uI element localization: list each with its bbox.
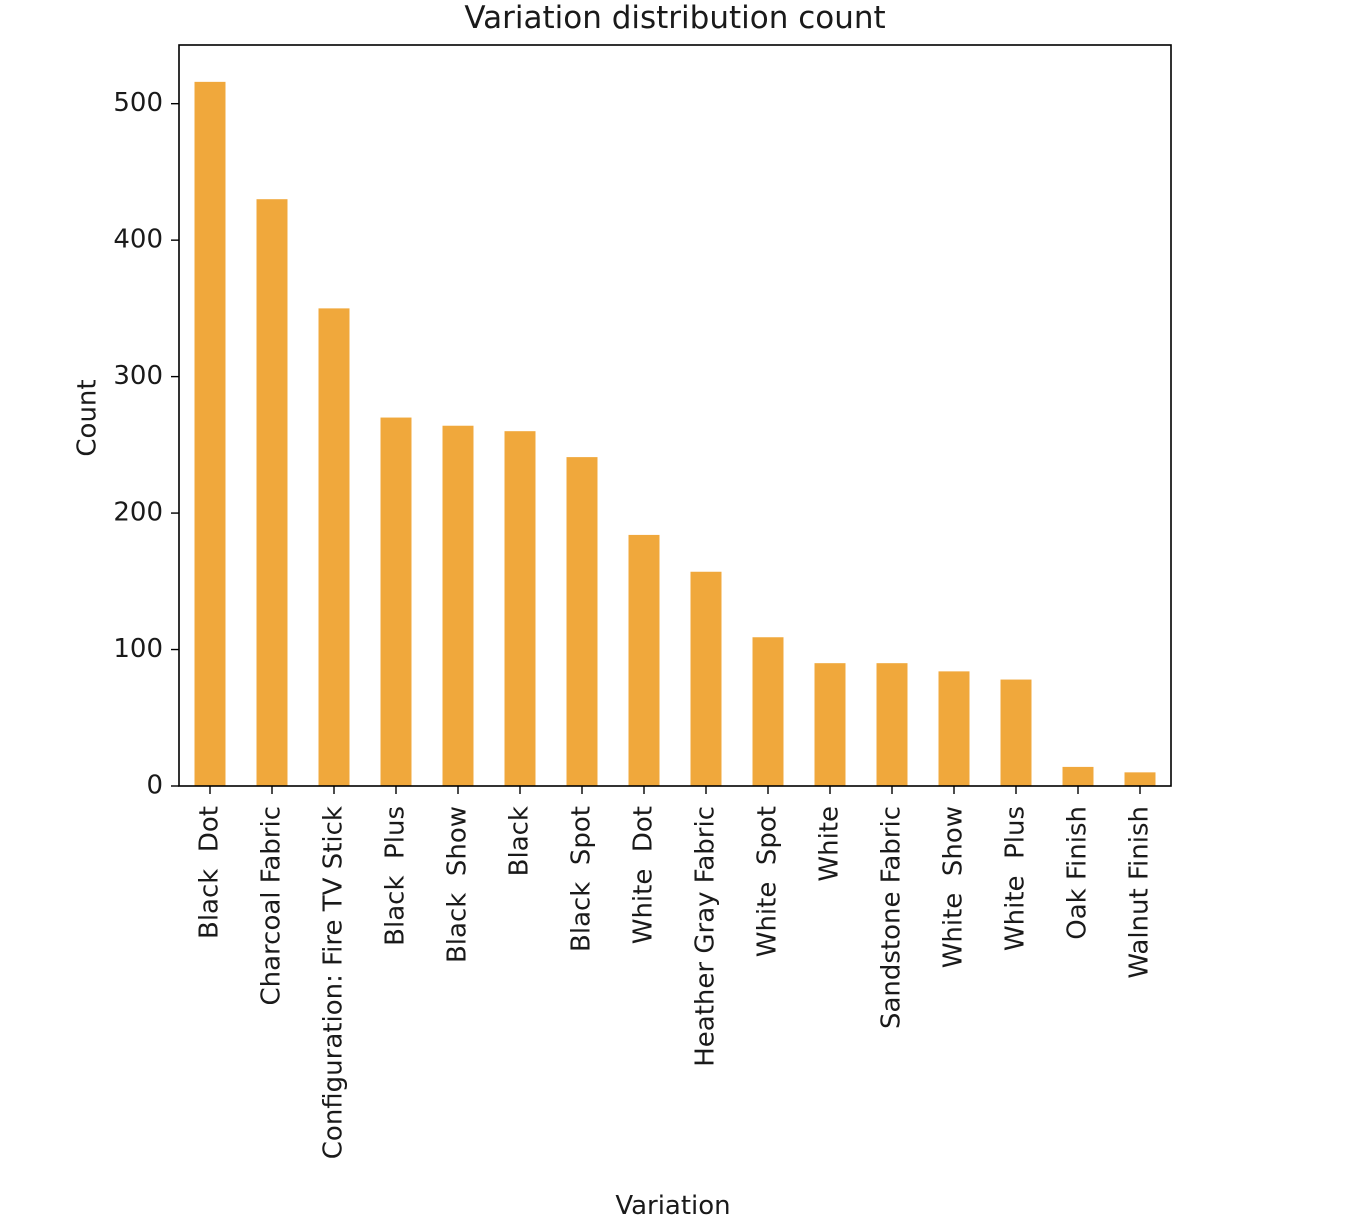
y-axis-label: Count — [73, 379, 103, 456]
x-tick-label: Black Dot — [195, 806, 225, 939]
bar — [1124, 772, 1156, 786]
bar — [1062, 766, 1094, 786]
x-tick-label: White Dot — [629, 806, 659, 944]
x-tick-label: Sandstone Fabric — [877, 806, 907, 1029]
bar — [194, 81, 226, 787]
y-tick-label: 400 — [113, 225, 163, 255]
x-tick-label: Black Show — [443, 806, 473, 963]
x-tick-label: Black Plus — [381, 806, 411, 946]
chart-title: Variation distribution count — [464, 0, 885, 36]
plot-frame — [178, 44, 1172, 787]
x-tick-label: White Spot — [753, 806, 783, 957]
bar — [318, 308, 350, 786]
x-tick-label: Walnut Finish — [1125, 806, 1155, 979]
x-axis-ticks: Black Dot Charcoal Fabric Configuration: F… — [195, 786, 1155, 1159]
x-tick-label: Configuration: Fire TV Stick — [319, 806, 349, 1159]
bar — [442, 425, 474, 786]
y-tick-label: 0 — [146, 771, 163, 801]
x-tick-label: Black Spot — [567, 806, 597, 952]
bar — [566, 457, 598, 786]
bar — [256, 199, 288, 786]
bars-group — [194, 81, 1156, 787]
x-tick-label: Oak Finish — [1063, 806, 1093, 940]
bar — [380, 417, 412, 786]
x-tick-label: Black — [505, 806, 535, 876]
y-tick-label: 500 — [113, 88, 163, 118]
x-tick-label: Charcoal Fabric — [257, 806, 287, 1006]
bar — [628, 534, 660, 786]
bar — [938, 671, 970, 786]
x-tick-label: White Show — [939, 806, 969, 968]
bar — [504, 431, 536, 786]
bar — [814, 663, 846, 786]
y-tick-label: 200 — [113, 498, 163, 528]
bar — [752, 637, 784, 786]
y-tick-label: 100 — [113, 634, 163, 664]
x-axis-label: Variation — [615, 1191, 730, 1221]
bar — [876, 663, 908, 786]
y-tick-label: 300 — [113, 361, 163, 391]
y-axis-ticks: 0 100 200 300 400 500 — [113, 88, 179, 801]
bar — [1000, 679, 1032, 786]
x-tick-label: White Plus — [1001, 806, 1031, 951]
x-tick-label: White — [815, 806, 845, 882]
bar — [690, 571, 722, 786]
x-tick-label: Heather Gray Fabric — [691, 806, 721, 1067]
